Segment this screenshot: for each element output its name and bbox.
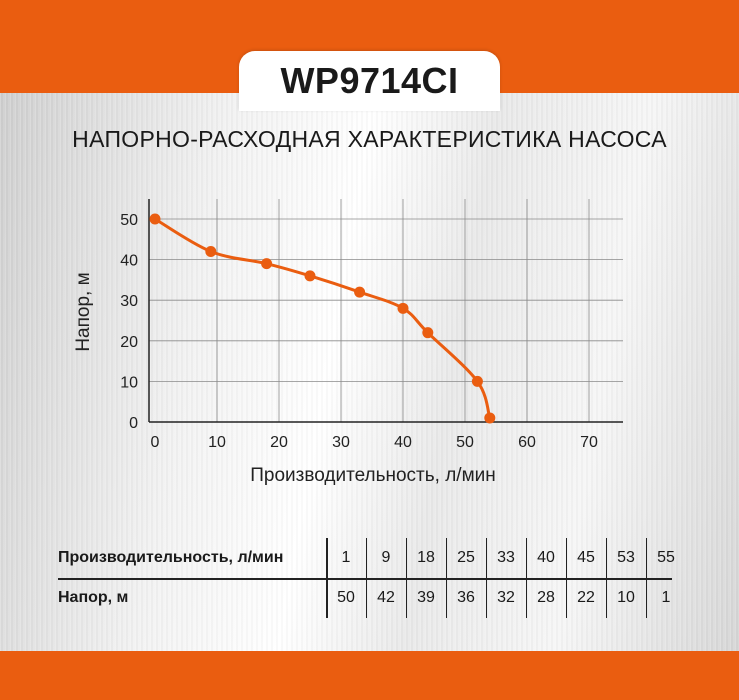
flow-value-cell: 33 xyxy=(497,549,515,566)
curve-points xyxy=(149,213,496,424)
data-point xyxy=(261,258,273,270)
head-value-cell: 28 xyxy=(537,589,555,606)
x-tick-label: 20 xyxy=(270,434,288,451)
table-column-divider xyxy=(566,538,567,618)
y-tick-label: 40 xyxy=(120,253,138,270)
model-tab xyxy=(239,51,500,111)
flow-value-cell: 9 xyxy=(381,549,391,566)
flow-value-cell: 45 xyxy=(577,549,595,566)
flow-value-cell: 53 xyxy=(617,549,635,566)
table-divider xyxy=(58,578,672,580)
flow-value-cell: 1 xyxy=(341,549,351,566)
x-tick-label: 10 xyxy=(208,434,226,451)
x-tick-label: 50 xyxy=(456,434,474,451)
y-tick-label: 20 xyxy=(120,334,138,351)
data-point xyxy=(471,375,483,387)
table-column-divider xyxy=(446,538,447,618)
y-tick-label: 30 xyxy=(120,293,138,310)
brushed-metal-panel xyxy=(0,93,739,651)
y-tick-label: 0 xyxy=(129,415,138,432)
data-point xyxy=(484,412,496,424)
head-value-cell: 1 xyxy=(661,589,671,606)
table-column-divider xyxy=(526,538,527,618)
head-value-cell: 50 xyxy=(337,589,355,606)
head-value-cell: 10 xyxy=(617,589,635,606)
table-column-divider xyxy=(606,538,607,618)
table-column-divider xyxy=(486,538,487,618)
flow-value-cell: 40 xyxy=(537,549,555,566)
data-point xyxy=(304,270,316,282)
head-flow-curve xyxy=(154,217,492,419)
data-point xyxy=(397,302,409,314)
head-value-cell: 36 xyxy=(457,589,475,606)
chart-grid xyxy=(149,199,623,422)
head-value-cell: 42 xyxy=(377,589,395,606)
x-tick-label: 70 xyxy=(580,434,598,451)
data-point xyxy=(205,245,217,257)
x-tick-labels: 0 10 20 30 40 50 60 70 xyxy=(151,434,598,451)
x-axis-label: Производительность, л/мин xyxy=(250,465,496,486)
table-column-divider xyxy=(326,538,328,618)
head-value-cell: 39 xyxy=(417,589,435,606)
flow-value-cell: 18 xyxy=(417,549,435,566)
flow-value-cell: 25 xyxy=(457,549,475,566)
chart-axes xyxy=(148,199,623,423)
data-point xyxy=(149,213,161,225)
model-title: WP9714CI xyxy=(280,60,459,101)
table-column-divider xyxy=(406,538,407,618)
x-tick-label: 40 xyxy=(394,434,412,451)
table-column-divider xyxy=(366,538,367,618)
y-axis-label: Напор, м xyxy=(73,272,94,351)
data-point xyxy=(354,286,366,298)
bottom-band xyxy=(0,651,739,700)
flow-value-cell: 55 xyxy=(657,549,675,566)
y-tick-label: 50 xyxy=(120,212,138,229)
head-value-cell: 22 xyxy=(577,589,595,606)
pump-curve-chart: 0 10 20 30 40 50 60 70 0 10 20 30 40 50 Производител… xyxy=(73,199,623,486)
x-tick-label: 30 xyxy=(332,434,350,451)
chart-heading: НАПОРНО-РАСХОДНАЯ ХАРАКТЕРИСТИКА НАСОСА xyxy=(72,126,667,152)
row-label-flow: Производительность, л/мин xyxy=(58,549,284,566)
y-tick-labels: 0 10 20 30 40 50 xyxy=(120,212,138,432)
head-value-cell: 32 xyxy=(497,589,515,606)
row-label-head: Напор, м xyxy=(58,589,129,606)
y-tick-label: 10 xyxy=(120,374,138,391)
x-tick-label: 0 xyxy=(151,434,160,451)
table-column-divider xyxy=(646,538,647,618)
data-point xyxy=(422,327,434,339)
x-tick-label: 60 xyxy=(518,434,536,451)
